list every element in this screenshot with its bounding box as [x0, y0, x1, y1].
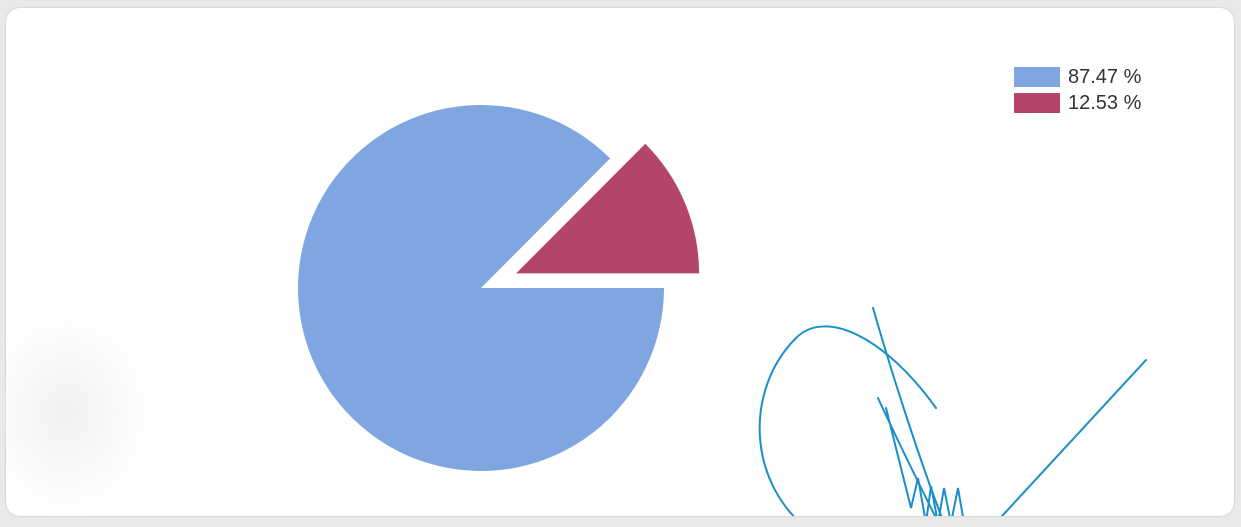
legend-label: 12.53 % [1068, 91, 1142, 114]
pie-slice [297, 104, 664, 472]
legend-swatch [1014, 93, 1060, 113]
legend-item: 87.47 % [1014, 64, 1141, 90]
signature-image [758, 307, 1147, 516]
legend-label: 87.47 % [1068, 65, 1142, 88]
pie-slice [516, 143, 700, 274]
faded-stamp [6, 308, 156, 516]
chart-legend: 87.47 % 12.53 % [1014, 64, 1141, 116]
chart-card: 87.47 % 12.53 % [6, 8, 1234, 516]
pie-chart [297, 104, 1147, 516]
legend-item: 12.53 % [1014, 90, 1141, 116]
pie-slices [297, 104, 700, 472]
legend-swatch [1014, 67, 1060, 87]
